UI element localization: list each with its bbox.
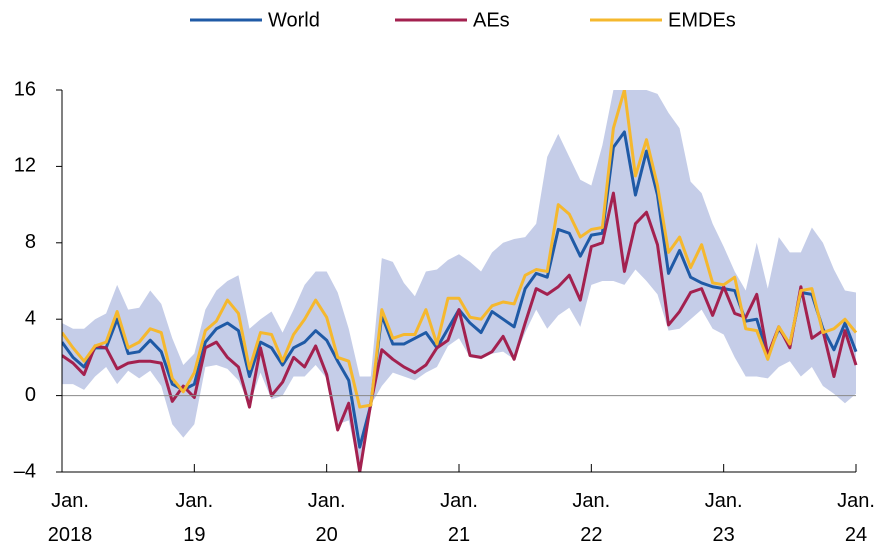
legend-label: AEs: [473, 9, 510, 31]
series-line: [62, 191, 858, 472]
x-tick-label: Jan. 23: [704, 490, 743, 546]
x-tick-label: Jan. 24: [837, 490, 875, 546]
y-tick-label: –4: [14, 460, 36, 482]
y-tick-label: 4: [25, 307, 36, 329]
plot-area: [62, 90, 858, 472]
y-tick-label: 8: [25, 231, 36, 253]
series-line: [62, 90, 858, 409]
y-tick-label: 0: [25, 384, 36, 406]
legend-label: World: [268, 9, 320, 31]
x-tick-label: Jan. 19: [175, 490, 214, 546]
x-tick-label: Jan. 20: [307, 490, 346, 546]
legend-label: EMDEs: [668, 9, 736, 31]
x-tick-label: Jan. 22: [572, 490, 611, 546]
y-tick-label: 12: [14, 155, 36, 177]
y-tick-label: 16: [14, 78, 36, 100]
x-tick-label: Jan. 21: [440, 490, 478, 546]
x-tick-label: Jan. 2018: [47, 490, 93, 546]
